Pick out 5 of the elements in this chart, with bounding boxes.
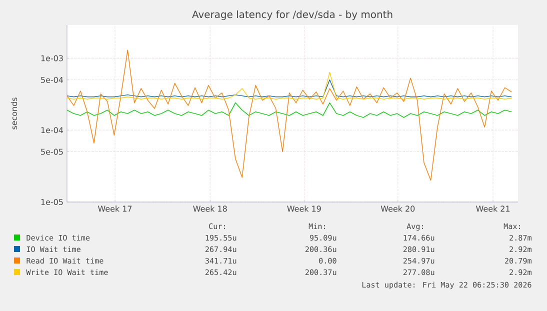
line-series [67, 80, 512, 98]
chart-title: Average latency for /dev/sda - by month [192, 10, 392, 20]
line-series [67, 50, 512, 181]
line-series [67, 102, 512, 118]
line-series [67, 72, 512, 100]
